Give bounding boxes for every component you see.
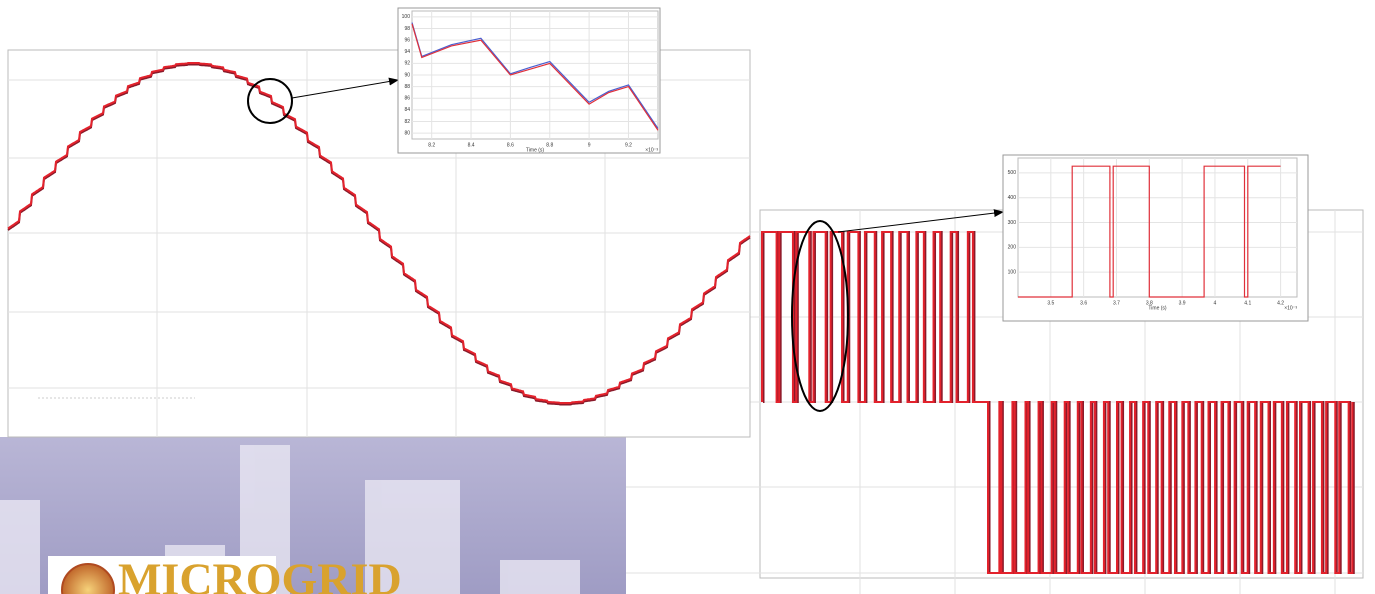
panel — [626, 437, 766, 594]
x-tick-label: 8.2 — [428, 142, 435, 148]
y-tick-label: 200 — [1008, 245, 1017, 251]
x-axis-label: Time (s) — [1148, 305, 1166, 311]
inset-frame — [398, 8, 660, 153]
x-tick-label: 9.2 — [625, 142, 632, 148]
y-tick-label: 80 — [404, 131, 410, 137]
y-tick-label: 90 — [404, 72, 410, 78]
x-tick-label: 3.9 — [1179, 300, 1186, 306]
x-tick-label: 3.7 — [1113, 300, 1120, 306]
x-tick-label: 4.2 — [1277, 300, 1284, 306]
x-tick-label: 4.1 — [1244, 300, 1251, 306]
y-tick-label: 400 — [1008, 195, 1017, 201]
inset-chart: 8.2 8.4 8.6 8.8 9 9.2 80 82 84 86 88 90 92 94 96 98 100 T… — [398, 8, 660, 153]
x-tick-label: 4 — [1214, 300, 1217, 306]
y-tick-label: 100 — [402, 14, 411, 20]
y-tick-label: 96 — [404, 37, 410, 43]
x-axis-label: Time (s) — [526, 147, 544, 153]
page: MICROGRID 8.2 8.4 8.6 8.8 9 9.2 80 82 84 86 88 90 92… — [0, 0, 1375, 594]
y-tick-label: 500 — [1008, 170, 1017, 176]
y-tick-label: 88 — [404, 84, 410, 90]
y-tick-label: 84 — [404, 107, 410, 113]
x-tick-label: 3.5 — [1047, 300, 1054, 306]
x-multiplier: ×10⁻³ — [1284, 305, 1297, 311]
y-tick-label: 82 — [404, 119, 410, 125]
x-multiplier: ×10⁻³ — [645, 147, 658, 153]
x-tick-label: 3.6 — [1080, 300, 1087, 306]
x-tick-label: 8.6 — [507, 142, 514, 148]
inset-frame — [1003, 155, 1308, 321]
y-tick-label: 92 — [404, 61, 410, 67]
y-tick-label: 300 — [1008, 220, 1017, 226]
x-tick-label: 9 — [588, 142, 591, 148]
y-tick-label: 94 — [404, 49, 410, 55]
x-tick-label: 8.8 — [546, 142, 553, 148]
x-tick-label: 8.4 — [468, 142, 475, 148]
y-tick-label: 98 — [404, 26, 410, 32]
logo-text: MICROGRID — [118, 554, 402, 594]
canvas: MICROGRID 8.2 8.4 8.6 8.8 9 9.2 80 82 84 86 88 90 92… — [0, 0, 1375, 594]
y-tick-label: 86 — [404, 96, 410, 102]
y-tick-label: 100 — [1008, 270, 1017, 276]
